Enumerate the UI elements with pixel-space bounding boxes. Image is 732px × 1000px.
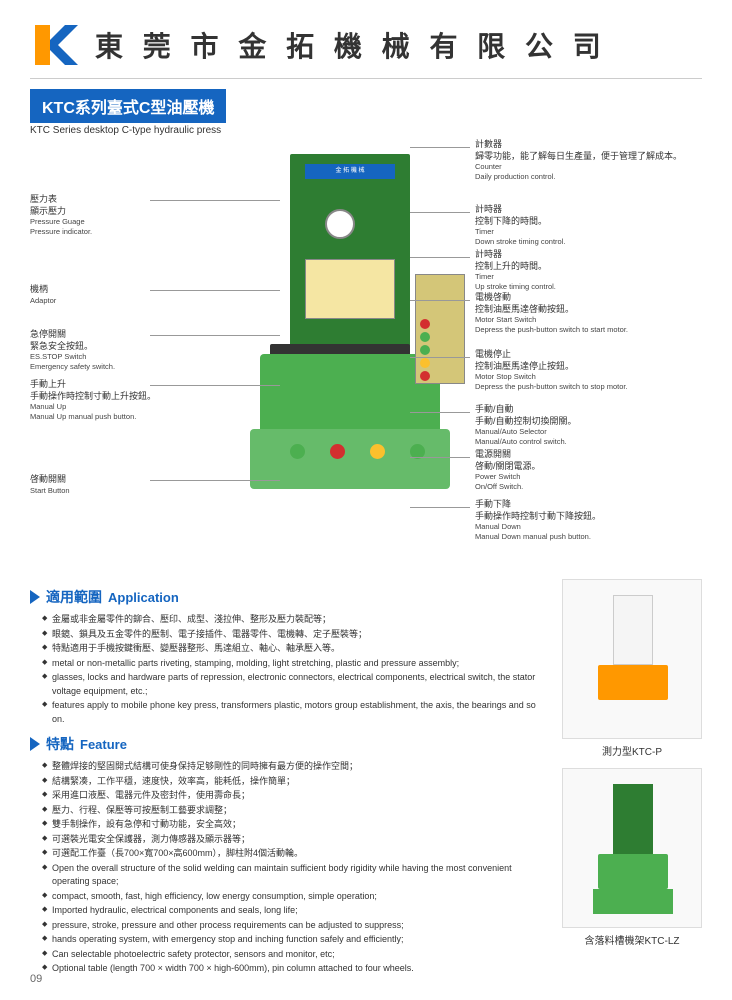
- red-button-icon: [420, 319, 430, 329]
- leader-line: [410, 507, 470, 508]
- callout-label: 電源開關啓動/關閉電源。Power SwitchOn/Off Switch.: [475, 449, 705, 492]
- list-item: Imported hydraulic, electrical component…: [42, 904, 547, 918]
- list-item: 可選配工作臺（長700×寬700×高600mm），脚柱附4個活動輪。: [42, 847, 547, 861]
- callout-label: 手動下降手動操作時控制寸動下降按鈕。Manual DownManual Down…: [475, 499, 705, 542]
- leader-line: [150, 385, 280, 386]
- list-item: metal or non-metallic parts riveting, st…: [42, 657, 547, 671]
- product-title-en: KTC Series desktop C-type hydraulic pres…: [30, 125, 702, 136]
- catalog-page: 東 莞 市 金 拓 機 械 有 限 公 司 KTC系列臺式C型油壓機 KTC S…: [0, 0, 732, 1000]
- section-arrow-icon: [30, 590, 40, 604]
- base-button-row: [290, 444, 425, 459]
- product-title-cn: KTC系列臺式C型油壓機: [30, 89, 226, 123]
- leader-line: [410, 147, 470, 148]
- product-thumbnail: [562, 768, 702, 928]
- page-header: 東 莞 市 金 拓 機 械 有 限 公 司: [30, 20, 702, 79]
- product-title-block: KTC系列臺式C型油壓機 KTC Series desktop C-type h…: [30, 89, 702, 136]
- leader-line: [410, 300, 470, 301]
- callout-label: 電機停止控制油壓馬達停止按鈕。Motor Stop SwitchDepress …: [475, 349, 705, 392]
- leader-line: [150, 290, 280, 291]
- machine-illustration: 金 拓 機 械: [250, 144, 450, 524]
- feature-title-en: Feature: [80, 737, 127, 752]
- pressure-gauge-icon: [325, 209, 355, 239]
- application-title-cn: 適用範圍: [46, 587, 102, 607]
- list-item: 結構緊凑，工作平穩，速度快，效率高，能耗低，操作簡單；: [42, 775, 547, 789]
- leader-line: [150, 335, 280, 336]
- callout-label: 手動/自動手動/自動控制切換開關。Manual/Auto SelectorMan…: [475, 404, 705, 447]
- leader-line: [410, 457, 470, 458]
- callout-label: 計時器控制下降的時間。TimerDown stroke timing contr…: [475, 204, 705, 247]
- leader-line: [150, 200, 280, 201]
- feature-title-cn: 特點: [46, 734, 74, 754]
- machine-diagram: 金 拓 機 械 壓力表顯示壓力Pressure GuagePressure: [30, 144, 702, 564]
- list-item: 特點適用于手機按鍵衝壓、變壓器整形、馬達組立、軸心、軸承壓入等。: [42, 642, 547, 656]
- leader-line: [410, 212, 470, 213]
- list-item: 可選裝光電安全保護器，測力傳感器及顯示器等；: [42, 833, 547, 847]
- list-item: Optional table (length 700 × width 700 ×…: [42, 962, 547, 976]
- red-button-icon: [420, 371, 430, 381]
- feature-list: 整體焊接的堅固開式結構可使身保持足够剛性的同時擁有最方便的操作空間；結構緊凑，工…: [30, 760, 547, 976]
- green-button-icon: [420, 332, 430, 342]
- list-item: 金屬或非金屬零件的鉚合、壓印、成型、淺拉伸、整形及壓力裝配等；: [42, 613, 547, 627]
- leader-line: [150, 480, 280, 481]
- list-item: features apply to mobile phone key press…: [42, 699, 547, 726]
- list-item: 采用進口液壓、電器元件及密封件，使用壽命長；: [42, 789, 547, 803]
- list-item: pressure, stroke, pressure and other pro…: [42, 919, 547, 933]
- mini-machine-icon: [598, 784, 668, 904]
- content-columns: 適用範圍 Application 金屬或非金屬零件的鉚合、壓印、成型、淺拉伸、整…: [30, 579, 702, 977]
- company-logo: [30, 20, 80, 70]
- leader-line: [410, 357, 470, 358]
- product-thumbnail: [562, 579, 702, 739]
- product-caption: 含落料槽機架KTC-LZ: [562, 932, 702, 947]
- callout-label: 機柄Adaptor: [30, 284, 180, 305]
- list-item: 雙手制操作，設有急停和寸動功能，安全高效；: [42, 818, 547, 832]
- list-item: Open the overall structure of the solid …: [42, 862, 547, 889]
- mini-machine-icon: [598, 595, 668, 715]
- page-number: 09: [30, 973, 42, 985]
- green-button-icon: [420, 345, 430, 355]
- leader-line: [410, 412, 470, 413]
- list-item: compact, smooth, fast, high efficiency, …: [42, 890, 547, 904]
- feature-header: 特點 Feature: [30, 734, 547, 754]
- list-item: hands operating system, with emergency s…: [42, 933, 547, 947]
- application-header: 適用範圍 Application: [30, 587, 547, 607]
- machine-label-panel: [305, 259, 395, 319]
- machine-nameplate: 金 拓 機 械: [305, 164, 395, 179]
- main-content: 適用範圍 Application 金屬或非金屬零件的鉚合、壓印、成型、淺拉伸、整…: [30, 579, 547, 977]
- list-item: 整體焊接的堅固開式結構可使身保持足够剛性的同時擁有最方便的操作空間；: [42, 760, 547, 774]
- product-caption: 測力型KTC-P: [562, 743, 702, 758]
- callout-label: 計數器歸零功能，能了解每日生產量，便于管理了解成本。CounterDaily p…: [475, 139, 705, 182]
- leader-line: [410, 257, 470, 258]
- callout-label: 電機啓動控制油壓馬達啓動按鈕。Motor Start SwitchDepress…: [475, 292, 705, 335]
- callout-label: 啓動開關Start Button: [30, 474, 180, 495]
- yellow-button-icon: [420, 358, 430, 368]
- sidebar-products: 測力型KTC-P 含落料槽機架KTC-LZ: [562, 579, 702, 977]
- application-list: 金屬或非金屬零件的鉚合、壓印、成型、淺拉伸、整形及壓力裝配等；眼鏡、鎖具及五金零…: [30, 613, 547, 726]
- estop-button-icon: [330, 444, 345, 459]
- machine-base: [250, 429, 450, 489]
- aux-button-icon: [370, 444, 385, 459]
- control-button-column: [420, 319, 430, 381]
- application-title-en: Application: [108, 590, 179, 605]
- machine-column: [290, 154, 410, 354]
- section-arrow-icon: [30, 737, 40, 751]
- company-name: 東 莞 市 金 拓 機 械 有 限 公 司: [95, 25, 607, 65]
- list-item: Can selectable photoelectric safety prot…: [42, 948, 547, 962]
- list-item: 壓力、行程、保壓等可按壓制工藝要求調整；: [42, 804, 547, 818]
- machine-mid-base: [260, 354, 440, 434]
- start-button-icon: [290, 444, 305, 459]
- list-item: glasses, locks and hardware parts of rep…: [42, 671, 547, 698]
- list-item: 眼鏡、鎖具及五金零件的壓制、電子接插件、電器零件、電機轉、定子壓裝等；: [42, 628, 547, 642]
- callout-label: 計時器控制上升的時間。TimerUp stroke timing control…: [475, 249, 705, 292]
